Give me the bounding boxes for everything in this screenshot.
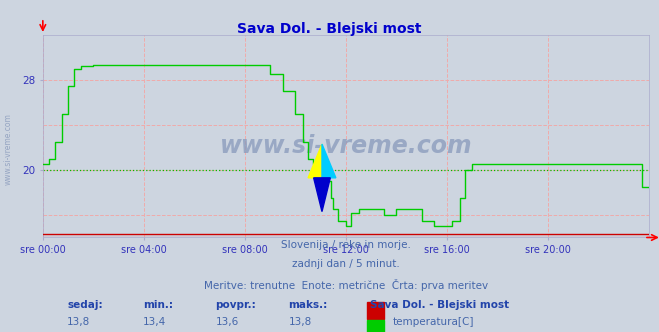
Bar xyxy=(367,302,384,319)
Text: sedaj:: sedaj: xyxy=(67,299,103,309)
Polygon shape xyxy=(308,144,322,178)
Text: 13,6: 13,6 xyxy=(215,317,239,327)
Text: www.si-vreme.com: www.si-vreme.com xyxy=(219,134,473,158)
Text: zadnji dan / 5 minut.: zadnji dan / 5 minut. xyxy=(292,259,400,269)
Text: Meritve: trenutne  Enote: metrične  Črta: prva meritev: Meritve: trenutne Enote: metrične Črta: … xyxy=(204,279,488,290)
Text: Sava Dol. - Blejski most: Sava Dol. - Blejski most xyxy=(237,22,422,36)
Text: temperatura[C]: temperatura[C] xyxy=(393,317,474,327)
Text: 13,8: 13,8 xyxy=(67,317,90,327)
Text: min.:: min.: xyxy=(143,299,173,309)
Text: Sava Dol. - Blejski most: Sava Dol. - Blejski most xyxy=(370,299,509,309)
Polygon shape xyxy=(322,144,336,178)
Text: 13,4: 13,4 xyxy=(143,317,166,327)
Text: povpr.:: povpr.: xyxy=(215,299,256,309)
Text: 13,8: 13,8 xyxy=(289,317,312,327)
Polygon shape xyxy=(314,178,330,211)
Text: Slovenija / reke in morje.: Slovenija / reke in morje. xyxy=(281,240,411,250)
Text: maks.:: maks.: xyxy=(289,299,328,309)
Bar xyxy=(367,320,384,332)
Text: www.si-vreme.com: www.si-vreme.com xyxy=(3,114,13,185)
